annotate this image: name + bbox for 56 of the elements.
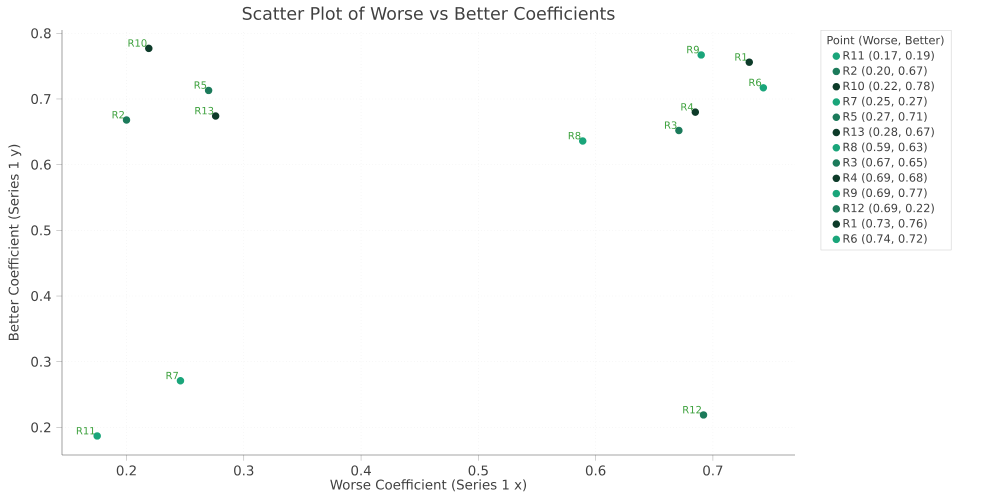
annotation: R6 [749, 78, 762, 86]
y-tick-label: 0.7 [31, 94, 50, 104]
point [700, 411, 708, 419]
y-tick-label: 0.2 [31, 422, 50, 432]
annotation: R2 [112, 110, 124, 118]
annotation: R5 [194, 81, 206, 89]
annotation: R8 [568, 132, 580, 140]
legend-label: R6 (0.74, 0.72) [844, 234, 927, 244]
annotation: R1 [735, 53, 747, 61]
point [212, 112, 220, 120]
chart-title: Scatter Plot of Worse vs Better Coefficients [242, 6, 614, 20]
x-tick-label: 0.6 [586, 465, 606, 476]
annotation: R3 [664, 121, 676, 129]
point [93, 432, 101, 440]
x-axis-title: Worse Coefficient (Series 1 x) [330, 479, 526, 492]
x-tick-label: 0.2 [116, 465, 136, 476]
legend-label: R8 (0.59, 0.63) [844, 142, 927, 153]
legend-label: R3 (0.67, 0.65) [844, 158, 927, 168]
legend-label: R9 (0.69, 0.77) [844, 188, 927, 198]
point [692, 108, 700, 116]
y-tick-label: 0.5 [31, 225, 50, 236]
legend-label: R11 (0.17, 0.19) [844, 50, 934, 61]
legend-label: R4 (0.69, 0.68) [844, 173, 927, 184]
legend-title: Point (Worse, Better) [828, 36, 944, 46]
y-tick-label: 0.4 [31, 290, 51, 302]
x-tick-label: 0.4 [351, 465, 371, 476]
point [746, 58, 754, 66]
annotation: R4 [681, 103, 694, 110]
y-tick-label: 0.6 [31, 160, 51, 170]
annotation: R9 [687, 46, 699, 54]
legend-label: R12 (0.69, 0.22) [844, 204, 934, 214]
point [176, 377, 184, 385]
x-tick-label: 0.7 [703, 465, 722, 476]
point [578, 137, 586, 145]
x-tick-label: 0.3 [234, 465, 254, 476]
point [760, 84, 768, 92]
point [697, 51, 705, 59]
point [675, 126, 683, 134]
point [145, 44, 153, 52]
y-tick-label: 0.3 [31, 356, 51, 367]
legend-label: R1 (0.73, 0.76) [844, 218, 927, 229]
x-tick-label: 0.5 [468, 465, 488, 476]
legend-label: R10 (0.22, 0.78) [844, 81, 934, 92]
legend-label: R7 (0.25, 0.27) [844, 96, 927, 107]
annotation: R13 [195, 106, 214, 114]
legend-label: R13 (0.28, 0.67) [844, 127, 934, 138]
y-tick-label: 0.8 [31, 28, 51, 38]
point [204, 86, 212, 94]
annotation: R12 [683, 406, 701, 414]
point [122, 116, 130, 124]
annotation: R10 [128, 39, 147, 47]
annotation: R11 [76, 427, 95, 434]
y-axis-title: Better Coefficient (Series 1 y) [8, 144, 22, 340]
legend-label: R2 (0.20, 0.67) [844, 66, 927, 76]
annotation: R7 [166, 372, 178, 380]
legend-label: R5 (0.27, 0.71) [844, 112, 927, 122]
